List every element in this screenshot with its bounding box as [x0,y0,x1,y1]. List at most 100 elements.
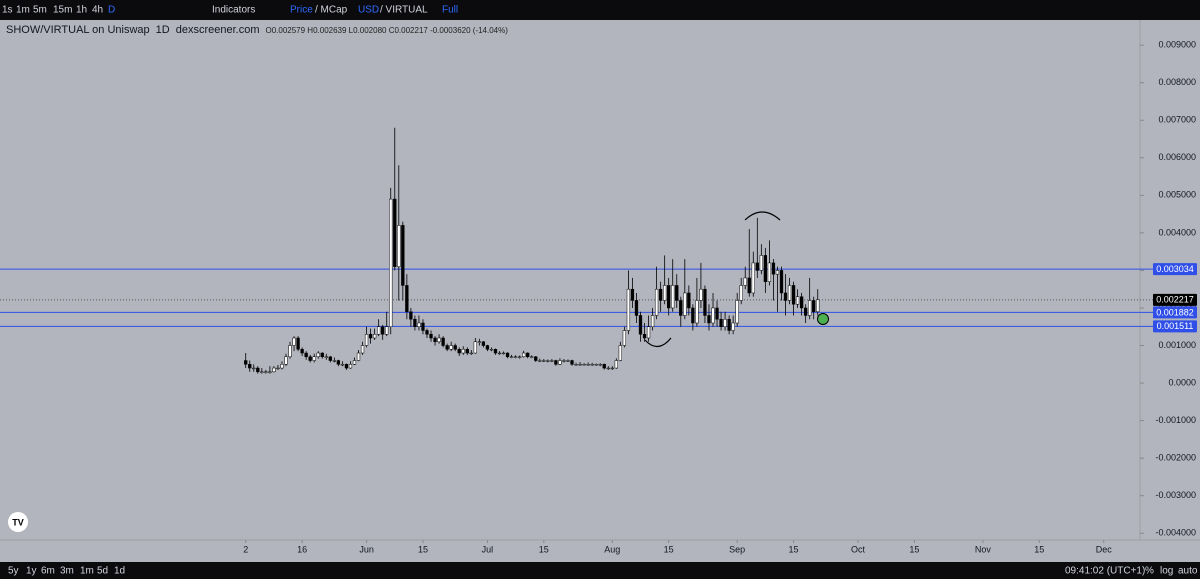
legend: SHOW/VIRTUAL on Uniswap 1D dexscreener.com… [6,24,514,36]
candle-body [675,285,679,301]
candle-body [453,345,457,350]
candle-body [348,364,353,369]
candle-body [582,364,586,366]
x-tick-label: Dec [1096,544,1113,554]
x-tick-label: Sep [729,544,745,554]
candle-body [316,352,320,358]
interval-button[interactable]: 15m [53,4,73,16]
candle-body [284,356,288,365]
range-button[interactable]: 6m [41,565,55,576]
candle-body [574,364,578,366]
interval-button[interactable]: 1m [16,4,30,16]
price-tag-label: 0.001882 [1156,307,1194,317]
interval-button[interactable]: D [108,4,116,16]
price-tag-label: 0.001511 [1157,321,1194,331]
pair: SHOW/VIRTUAL on Uniswap [6,24,150,36]
candle-body [252,367,256,370]
candle-body [352,360,357,365]
candle-body [409,311,413,320]
candle-body [634,300,639,316]
y-tick-label: 0.004000 [1158,227,1196,237]
candle-body [429,334,433,339]
candle-body [385,326,389,335]
candle-body [433,337,437,343]
candle-body [477,341,482,343]
candle-body [248,364,252,369]
quote-toggle[interactable]: / VIRTUAL [380,4,428,16]
range-button[interactable]: 3m [60,565,74,576]
candle-body [570,360,574,365]
price-toggle[interactable]: Price [290,4,313,16]
range-button[interactable]: 1y [26,565,37,576]
candle-body [264,371,268,373]
x-tick-label: 15 [664,544,674,554]
clock: 09:41:02 (UTC+1) [1065,565,1146,576]
range-button[interactable]: 1m [80,565,94,576]
y-tick-label: -0.001000 [1155,415,1196,425]
interval-button[interactable]: 4h [92,4,104,16]
candle-body [707,315,711,324]
price-tag [1153,293,1197,306]
y-tick-label: 0.008000 [1158,77,1196,87]
candle-body [292,337,296,346]
usd-toggle[interactable]: USD [358,4,380,16]
x-tick-label: Oct [851,544,866,554]
candle-body [791,285,796,305]
candle-body [558,360,562,365]
x-tick-label: Jun [359,544,374,554]
auto-toggle[interactable]: auto [1178,565,1198,576]
candle-body [485,345,490,350]
candle-body [610,367,614,370]
arc-annotation [644,337,672,348]
candle-body [489,349,494,351]
percent-toggle[interactable]: % [1145,565,1154,576]
candle-body [393,198,397,267]
candle-body [723,318,727,327]
candle-body [300,349,304,354]
candle-body [602,364,606,369]
interval-button[interactable]: 5m [33,4,47,16]
candle-body [755,262,759,271]
candle-body [812,300,816,312]
y-tick-label: 0.006000 [1158,152,1196,162]
candle-body [787,285,792,301]
candle-body [614,360,618,369]
price-tag-label: 0.003034 [1156,264,1194,274]
x-tick-label: 16 [297,544,307,554]
candle-body [360,345,365,354]
candle-body [244,360,248,365]
candle-body [389,198,393,327]
candle-body [413,318,417,327]
candle-body [598,364,602,366]
indicators-button[interactable]: Indicators [212,4,256,16]
range-button[interactable]: 5y [8,565,19,576]
candle-body [695,300,699,324]
candle-body [663,285,667,301]
candle-body [691,307,695,324]
mcap-toggle[interactable]: / MCap [315,4,348,16]
candle-body [272,367,276,373]
interval-button[interactable]: 1s [2,4,13,16]
range-button[interactable]: 5d [97,565,109,576]
candle-body [703,288,707,316]
candle-body [739,285,743,301]
candle-body [554,360,558,365]
candle-body [336,360,341,365]
full-toggle[interactable]: Full [442,4,459,16]
candle-body [449,345,453,350]
candle-body [731,322,735,331]
candle-body [513,356,518,358]
x-tick-label: 2 [243,544,248,554]
marker [817,313,829,325]
candle-body [505,352,510,358]
price-tag [1153,263,1197,276]
candle-body [417,322,421,327]
candle-body [421,322,425,331]
interval-button[interactable]: 1h [76,4,88,16]
footer: 09:41:02 (UTC+1) % log auto 5y 1y 6m 3m 1m 5d… [0,562,1200,579]
candle-body [667,285,671,309]
candle-body [719,318,723,327]
log-toggle[interactable]: log [1160,565,1174,576]
candle-body [804,307,808,316]
range-button[interactable]: 1d [114,565,126,576]
